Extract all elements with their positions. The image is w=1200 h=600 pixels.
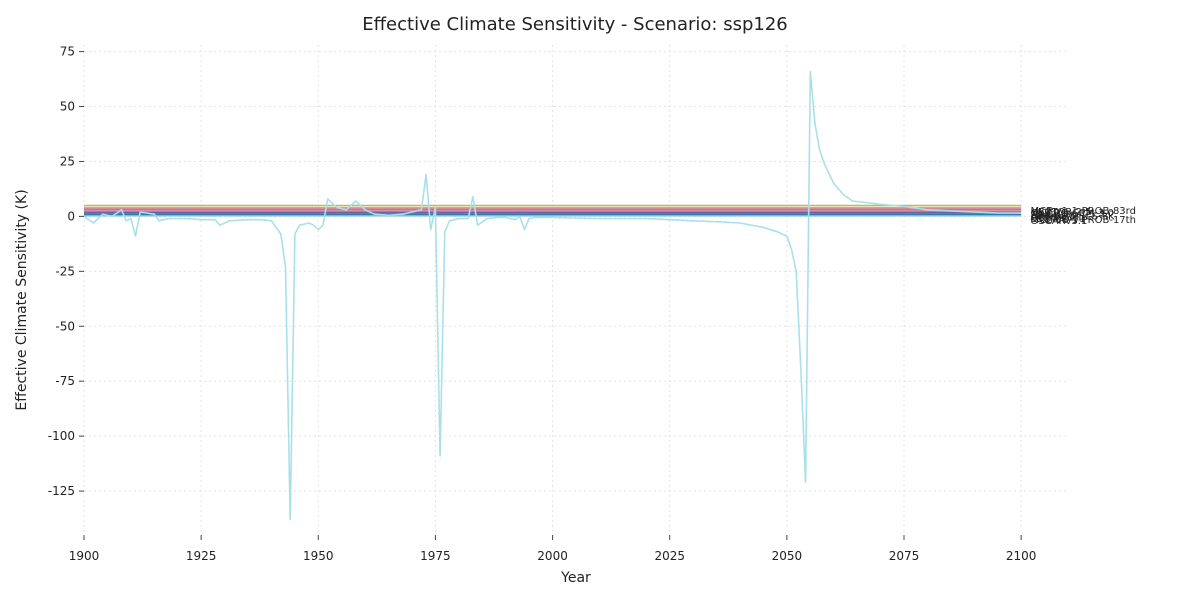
series-end-label: HECTOR-2.5 — [1031, 207, 1092, 218]
grid — [83, 45, 1068, 535]
x-axis: 1900 1925 1950 1975 2000 2025 2050 2075 2100 — [69, 535, 1037, 563]
y-axis: 75 50 25 0 -25 -50 -75 -100 -125 — [48, 45, 84, 498]
series-line-10 — [83, 70, 1022, 521]
x-tick-label: 2100 — [1006, 549, 1037, 563]
y-tick-label: 25 — [60, 154, 75, 168]
x-tick-label: 1950 — [303, 549, 334, 563]
series-group — [83, 70, 1022, 521]
y-axis-label: Effective Climate Sensitivity (K) — [14, 189, 30, 410]
y-tick-label: -50 — [55, 319, 75, 333]
y-tick-label: 0 — [67, 209, 75, 223]
series-end-label: OSCARv3.1 — [1031, 216, 1088, 227]
series-end-label: FaIR-v2.1 — [1031, 210, 1077, 221]
y-tick-label: 50 — [60, 100, 75, 114]
series-end-labels: MCE-v1-1-PROB-83rdHECTOR-2.5CICERO-SCM-3… — [1031, 206, 1136, 227]
x-tick-label: 2025 — [654, 549, 685, 563]
x-tick-label: 2000 — [537, 549, 568, 563]
x-tick-label: 2075 — [889, 549, 920, 563]
series-end-label: CICERO-SCM-3.0 — [1031, 208, 1114, 219]
series-end-label: GREB-v1 — [1031, 213, 1075, 224]
x-tick-label: 2050 — [772, 549, 803, 563]
chart-title: Effective Climate Sensitivity - Scenario… — [362, 14, 787, 35]
series-end-label: AR5-2LM-ECS-3K — [1031, 212, 1116, 223]
series-end-label: MCE-v1-1-PROB-83rd — [1031, 206, 1136, 217]
series-end-label: MAGICC-v7.5.3 — [1031, 209, 1106, 220]
y-tick-label: -125 — [48, 484, 75, 498]
x-tick-label: 1925 — [186, 549, 217, 563]
series-end-label: MCE-v1-1-PROB-17th — [1031, 215, 1136, 226]
y-tick-label: -75 — [55, 374, 75, 388]
y-tick-label: -25 — [55, 264, 75, 278]
series-end-label: ESCIMO-v1 — [1031, 214, 1086, 225]
y-tick-label: 75 — [60, 45, 75, 59]
x-tick-label: 1900 — [69, 549, 100, 563]
x-tick-label: 1975 — [420, 549, 451, 563]
y-tick-label: -100 — [48, 429, 75, 443]
x-axis-label: Year — [560, 570, 591, 586]
